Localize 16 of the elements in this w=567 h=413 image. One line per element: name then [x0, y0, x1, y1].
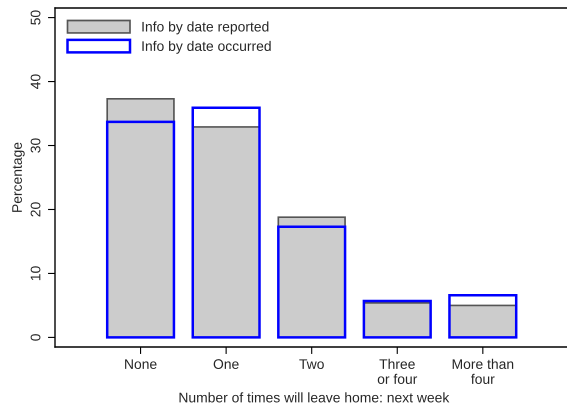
y-tick-label: 40: [30, 74, 40, 89]
x-tick-label: More than four: [452, 358, 514, 384]
y-tick-label: 30: [30, 138, 40, 153]
x-tick-label: None: [125, 359, 157, 370]
x-tick-label: One: [214, 359, 239, 370]
legend-label: Info by date occurred: [142, 40, 271, 54]
x-axis-title: Number of times will leave home: next week: [180, 392, 450, 402]
x-tick-label: Two: [299, 359, 324, 370]
x-tick-label: Three or four: [378, 358, 418, 384]
y-tick-label: 50: [30, 10, 40, 25]
y-tick-label: 20: [30, 202, 40, 217]
y-tick-label: 0: [30, 334, 40, 341]
bar: [448, 294, 518, 339]
legend-label: Info by date reported: [142, 21, 268, 34]
y-axis-title: Percentage: [12, 142, 25, 212]
y-tick-label: 10: [30, 266, 40, 280]
